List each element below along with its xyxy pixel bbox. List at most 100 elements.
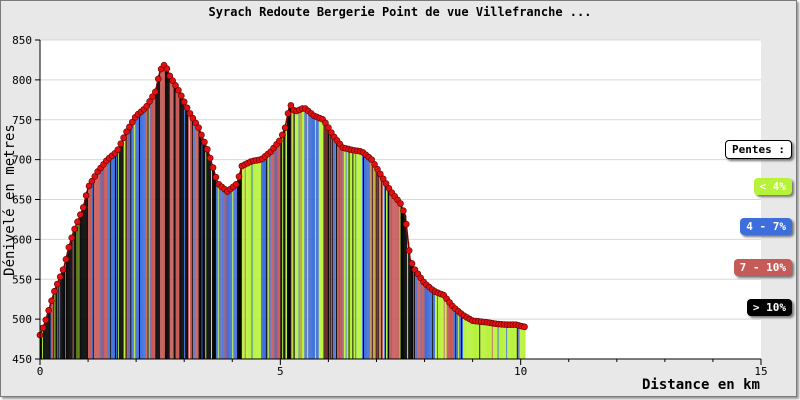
profile-point [91, 173, 99, 180]
slope-bar [209, 154, 211, 359]
y-axis-label: Dénivelé en metres [2, 124, 18, 276]
slope-bar [69, 240, 71, 359]
slope-bar [68, 244, 70, 359]
slope-bar [487, 322, 489, 359]
slope-bar [288, 103, 290, 359]
slope-bar [64, 259, 66, 359]
profile-point [82, 192, 90, 199]
slope-bar [258, 159, 260, 359]
slope-bar [380, 173, 382, 359]
slope-bar [185, 103, 187, 359]
slope-bar [242, 165, 244, 359]
slope-bar [113, 154, 115, 359]
slope-bar [440, 294, 442, 359]
slope-bar [374, 164, 376, 359]
slope-bar [375, 166, 377, 359]
profile-point [408, 260, 416, 267]
slope-bar [89, 184, 91, 359]
slope-bar [205, 144, 207, 359]
slope-bar [299, 109, 301, 359]
slope-bar [142, 109, 144, 359]
slope-bar [476, 321, 478, 359]
slope-bar [327, 126, 329, 359]
slope-bar [494, 323, 496, 359]
slope-bar [489, 322, 491, 359]
slope-bar [71, 234, 73, 359]
profile-point [371, 161, 378, 168]
slope-bar [394, 196, 396, 359]
slope-bar [369, 158, 371, 359]
slope-bar [498, 324, 500, 359]
profile-point [88, 177, 96, 185]
slope-bar [502, 324, 504, 359]
profile-point [402, 220, 410, 228]
slope-bar [117, 147, 119, 359]
profile-point [206, 154, 214, 162]
slope-bar [206, 146, 208, 359]
slope-bar [171, 79, 173, 359]
slope-bar [425, 284, 427, 359]
slope-bar [296, 110, 298, 359]
slope-bar [275, 144, 277, 359]
slope-bar [517, 325, 519, 359]
profile-point [54, 280, 61, 288]
slope-bar [237, 180, 239, 359]
profile-point [212, 173, 220, 181]
slope-bar [420, 277, 422, 359]
slope-bar [231, 187, 233, 359]
profile-point [287, 102, 295, 109]
profile-point [235, 173, 243, 180]
slope-bar [431, 288, 433, 359]
slope-bar [356, 150, 358, 359]
slope-bar [263, 156, 265, 359]
slope-bar [62, 269, 64, 359]
slope-bar [109, 157, 111, 359]
slope-bar [94, 174, 96, 359]
slope-bar [304, 107, 306, 359]
profile-point [172, 82, 179, 89]
slope-bar [138, 113, 140, 360]
slope-bar [359, 151, 361, 359]
slope-bar [72, 231, 74, 359]
slope-bar [308, 110, 310, 359]
slope-bar [307, 110, 309, 360]
slope-bar [265, 154, 267, 359]
slope-bar [59, 276, 61, 359]
slope-bar [192, 118, 194, 359]
slope-bar [64, 263, 66, 359]
slope-bar [471, 320, 473, 359]
slope-bar [483, 321, 485, 359]
slope-bar [154, 91, 156, 360]
slope-bar [404, 213, 406, 359]
profile-point [278, 131, 286, 139]
x-tick-label: 10 [514, 365, 527, 378]
slope-bar [180, 93, 182, 360]
slope-bar [512, 324, 514, 359]
profile-point [276, 137, 283, 145]
slope-bar [463, 315, 465, 359]
slope-bar [97, 170, 99, 359]
slope-bar [73, 229, 75, 359]
slope-bar [333, 135, 335, 359]
slope-bar [181, 95, 183, 359]
slope-bar [105, 160, 107, 359]
slope-bar [274, 145, 276, 359]
slope-bar [91, 179, 93, 359]
slope-bar [41, 327, 43, 359]
slope-bar [469, 319, 471, 359]
slope-bar [173, 82, 175, 359]
slope-bar [436, 292, 438, 359]
slope-bar [212, 164, 214, 359]
slope-bar [368, 157, 370, 359]
slope-bar [524, 326, 526, 359]
slope-bar [272, 148, 274, 359]
slope-bar [123, 135, 125, 359]
slope-bar [437, 292, 439, 359]
legend-item-4-7: 4 - 7% [740, 218, 792, 235]
profile-point [74, 218, 81, 226]
slope-bar [496, 323, 498, 359]
slope-bar [244, 164, 246, 359]
profile-point [192, 119, 200, 127]
slope-bar [273, 146, 275, 359]
slope-bar [350, 149, 352, 359]
